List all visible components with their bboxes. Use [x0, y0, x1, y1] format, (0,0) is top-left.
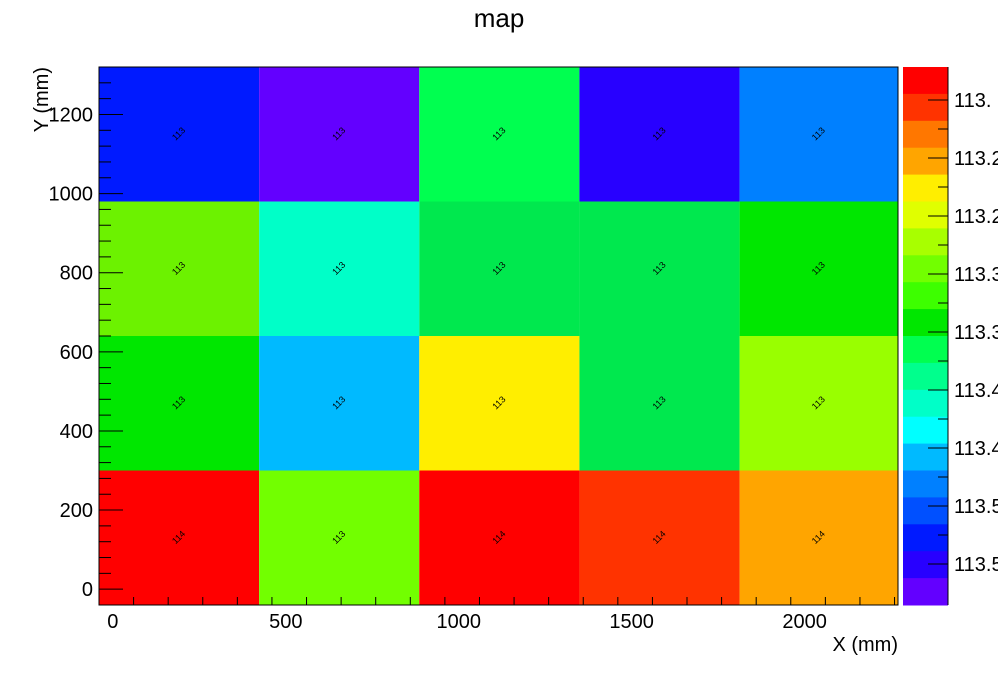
palette-tick-label: 113.4 — [954, 380, 998, 402]
palette-swatch — [903, 524, 948, 552]
y-tick-label: 800 — [60, 263, 93, 285]
heatmap-cell — [259, 201, 420, 336]
x-tick-label: 500 — [269, 611, 302, 633]
y-tick-label: 1200 — [49, 104, 94, 126]
x-tick-label: 2000 — [782, 611, 827, 633]
palette-swatch — [903, 67, 948, 95]
palette-tick-label: 113.5 — [954, 496, 998, 518]
heatmap-cell — [579, 201, 740, 336]
heatmap-cell — [99, 201, 260, 336]
x-axis-label: X (mm) — [832, 634, 898, 656]
heatmap-cell — [99, 336, 260, 471]
palette-swatch — [903, 147, 948, 176]
x-tick-label: 1500 — [609, 611, 654, 633]
y-tick-label: 0 — [82, 579, 93, 601]
palette-swatch — [903, 389, 948, 418]
heatmap-cell — [259, 470, 420, 605]
palette-tick-label: 113.2 — [954, 148, 998, 170]
heatmap-cell — [579, 470, 740, 605]
x-tick-label: 0 — [107, 611, 118, 633]
y-tick-label: 400 — [60, 421, 93, 443]
palette-swatch — [903, 93, 948, 122]
y-axis-label: Y (mm) — [31, 67, 53, 132]
y-tick-label: 200 — [60, 500, 93, 522]
color-palette: 113. 113.2 113.2 113.3 113.3 113.4 113.4 113.5 1… — [903, 67, 998, 606]
heatmap-cell — [259, 336, 420, 471]
heatmap-cell — [579, 336, 740, 471]
chart-title: map — [474, 3, 525, 33]
palette-swatch — [903, 362, 948, 391]
heatmap-cell — [419, 336, 580, 471]
palette-swatch — [903, 120, 948, 149]
heatmap-cell — [419, 470, 580, 605]
palette-swatch — [903, 282, 948, 310]
palette-swatch — [903, 336, 948, 364]
heatmap-cell — [579, 67, 740, 202]
palette-tick-label: 113.5 — [954, 554, 998, 576]
y-tick-label: 600 — [60, 342, 93, 364]
heatmap-cell — [739, 336, 898, 471]
palette-swatch — [903, 578, 948, 606]
heatmap-cell — [739, 67, 898, 202]
heatmap-cell — [419, 201, 580, 336]
palette-tick-label: 113.2 — [954, 206, 998, 228]
palette-swatch — [903, 497, 948, 525]
heatmap-cell — [739, 470, 898, 605]
heatmap-cell — [419, 67, 580, 202]
palette-tick-label: 113.4 — [954, 438, 998, 460]
palette-swatch — [903, 551, 948, 579]
palette-swatch — [903, 228, 948, 256]
y-axis: 0 200 400 600 800 1000 1200 — [49, 66, 123, 601]
heatmap-cell — [739, 201, 898, 336]
palette-swatch — [903, 174, 948, 202]
palette-tick-label: 113. — [954, 90, 991, 112]
palette-swatch — [903, 255, 948, 283]
y-tick-label: 1000 — [49, 184, 94, 206]
x-tick-label: 1000 — [436, 611, 481, 633]
heatmap-cell — [99, 470, 260, 605]
palette-swatch — [903, 201, 948, 229]
palette-tick-label: 113.3 — [954, 322, 998, 344]
palette-swatch — [903, 416, 948, 445]
x-axis: 0 500 1000 1500 2000 — [98, 597, 896, 633]
heatmap-cell — [99, 67, 260, 202]
heatmap-cell — [259, 67, 420, 202]
palette-swatch — [903, 470, 948, 498]
palette-tick-label: 113.3 — [954, 264, 998, 286]
